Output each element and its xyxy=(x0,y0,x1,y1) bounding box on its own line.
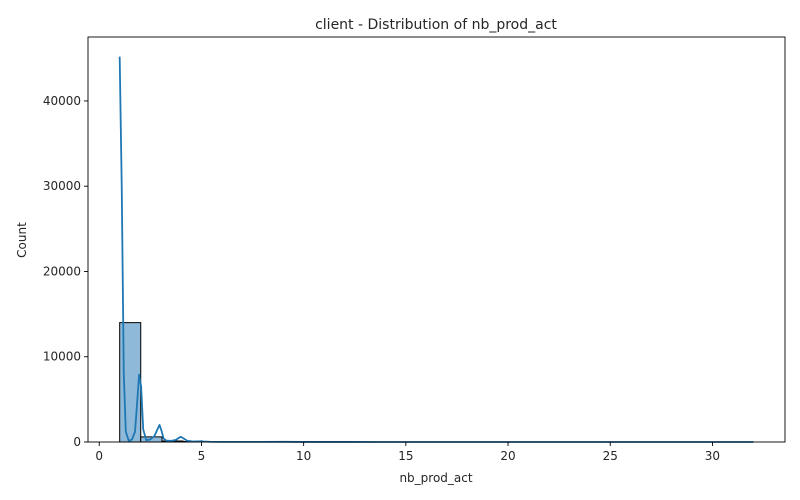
y-tick-label: 40000 xyxy=(43,94,81,108)
axes-layer: 0 5 10 15 20 25 30 0 10000 20000 30000 40000 xyxy=(43,36,786,463)
x-tick-label: 10 xyxy=(296,449,311,463)
y-tick-label: 10000 xyxy=(43,350,81,364)
x-tick-label: 5 xyxy=(198,449,206,463)
chart-title: client - Distribution of nb_prod_act xyxy=(315,17,557,33)
x-tick-label: 0 xyxy=(95,449,103,463)
x-tick-label: 25 xyxy=(603,449,618,463)
x-tick-label: 15 xyxy=(398,449,413,463)
y-axis-label: Count xyxy=(15,222,29,258)
plot-frame xyxy=(87,36,786,443)
x-axis-label: nb_prod_act xyxy=(399,471,472,485)
y-tick-label: 30000 xyxy=(43,179,81,193)
x-tick-label: 20 xyxy=(500,449,515,463)
x-tick-label: 30 xyxy=(705,449,720,463)
y-tick-label: 0 xyxy=(73,435,81,449)
y-tick-label: 20000 xyxy=(43,264,81,278)
